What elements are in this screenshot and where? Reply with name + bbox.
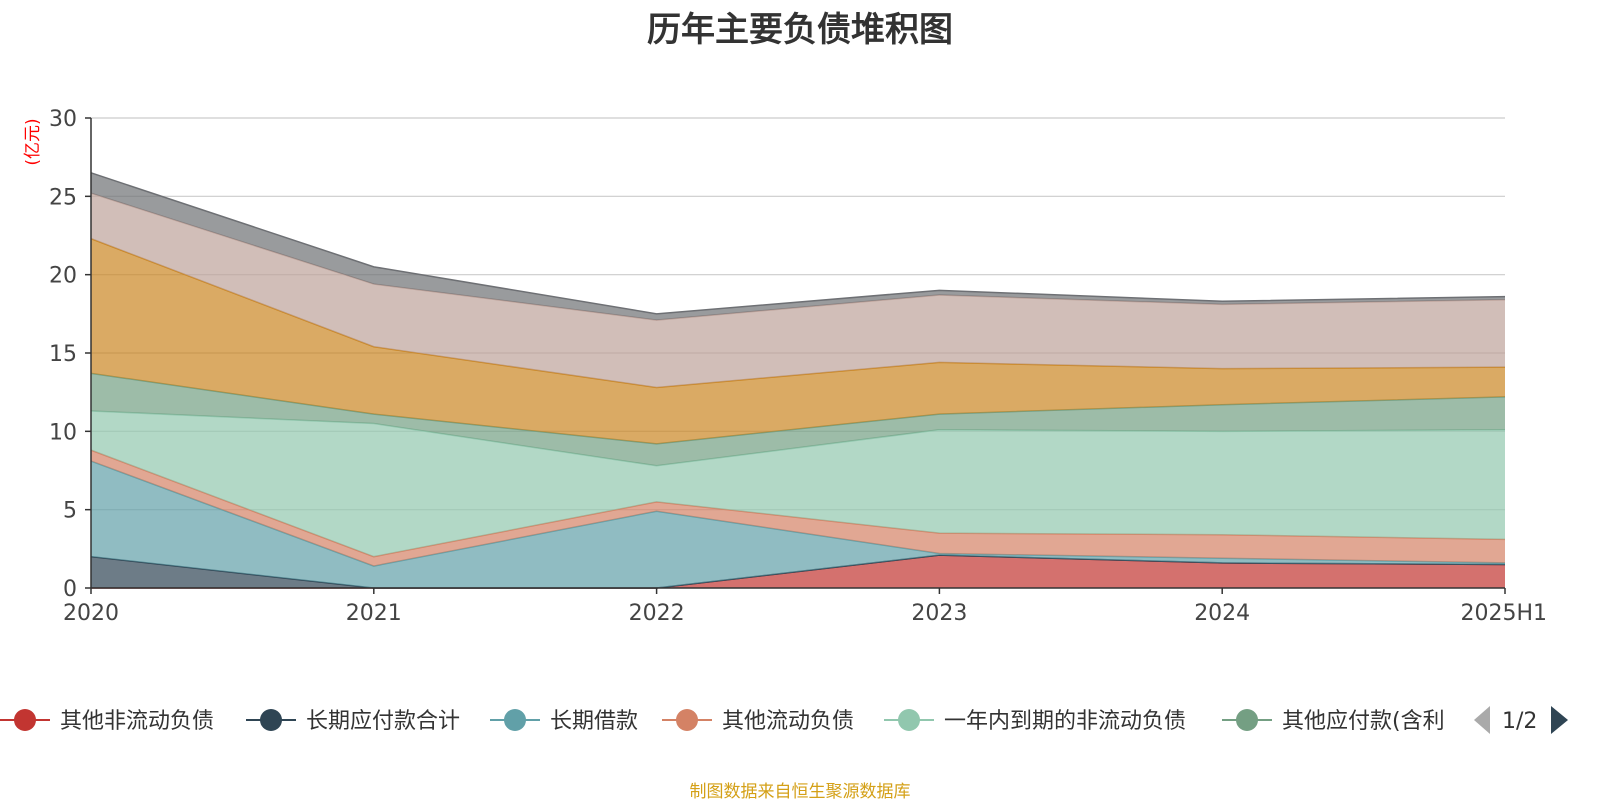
data-source-note: 制图数据来自恒生聚源数据库 (689, 782, 911, 802)
y-tick-label: 25 (49, 185, 77, 210)
area-series-5 (91, 410, 1505, 557)
area-series-line-6 (90, 372, 1506, 445)
axes: 0 5 10 15 20 25 30 2020 2021 2022 2023 2024 2025H1 (亿… (23, 107, 1547, 626)
legend-label: 其他非流动负债 (60, 709, 214, 734)
area-series-7 (91, 238, 1505, 444)
area-series-8 (91, 193, 1505, 388)
legend-next-page-icon[interactable] (1551, 706, 1568, 734)
area-series-line-9 (90, 172, 1506, 315)
y-tick-label: 20 (49, 264, 77, 289)
y-tick-label: 15 (49, 342, 77, 367)
legend-prev-page-icon[interactable] (1474, 706, 1490, 734)
area-series-4 (91, 450, 1505, 567)
legend-label: 其他流动负债 (722, 709, 854, 734)
legend-item[interactable]: 长期应付款合计 (246, 709, 460, 734)
legend-item[interactable]: 其他非流动负债 (0, 709, 214, 734)
legend-dot-icon (504, 709, 526, 731)
stacked-areas (90, 172, 1506, 589)
legend-page-indicator: 1/2 (1502, 709, 1537, 734)
legend-item[interactable]: 一年内到期的非流动负债 (884, 709, 1186, 734)
legend-item[interactable]: 其他应付款(含利 (1222, 709, 1445, 734)
legend: 其他非流动负债 长期应付款合计 长期借款 其他流动负债 一年内到期的非流动负债 其他应付款… (0, 706, 1568, 734)
legend-item[interactable]: 其他流动负债 (662, 709, 854, 734)
x-tick-label: 2025H1 (1460, 601, 1547, 626)
x-tick-label: 2022 (629, 601, 685, 626)
x-tick-label: 2024 (1194, 601, 1250, 626)
y-tick-label: 10 (49, 420, 77, 445)
x-tick-label: 2020 (63, 601, 119, 626)
legend-dot-icon (260, 709, 282, 731)
legend-dot-icon (676, 709, 698, 731)
x-tick-label: 2023 (911, 601, 967, 626)
legend-label: 一年内到期的非流动负债 (944, 709, 1186, 734)
legend-label: 长期借款 (550, 709, 638, 734)
y-tick-label: 5 (63, 499, 77, 524)
area-series-9 (91, 172, 1505, 321)
y-tick-label: 0 (63, 577, 77, 602)
y-tick-label: 30 (49, 107, 77, 132)
legend-dot-icon (1236, 709, 1258, 731)
legend-dot-icon (14, 709, 36, 731)
area-series-6 (91, 373, 1505, 466)
y-axis-unit-label: (亿元) (23, 118, 43, 165)
legend-dot-icon (898, 709, 920, 731)
area-series-2 (91, 555, 1505, 588)
legend-label: 其他应付款(含利 (1282, 709, 1445, 734)
area-series-3 (91, 461, 1505, 588)
chart-title: 历年主要负债堆积图 (647, 10, 953, 50)
legend-item[interactable]: 长期借款 (490, 709, 638, 734)
legend-label: 长期应付款合计 (306, 709, 460, 734)
x-tick-label: 2021 (346, 601, 402, 626)
